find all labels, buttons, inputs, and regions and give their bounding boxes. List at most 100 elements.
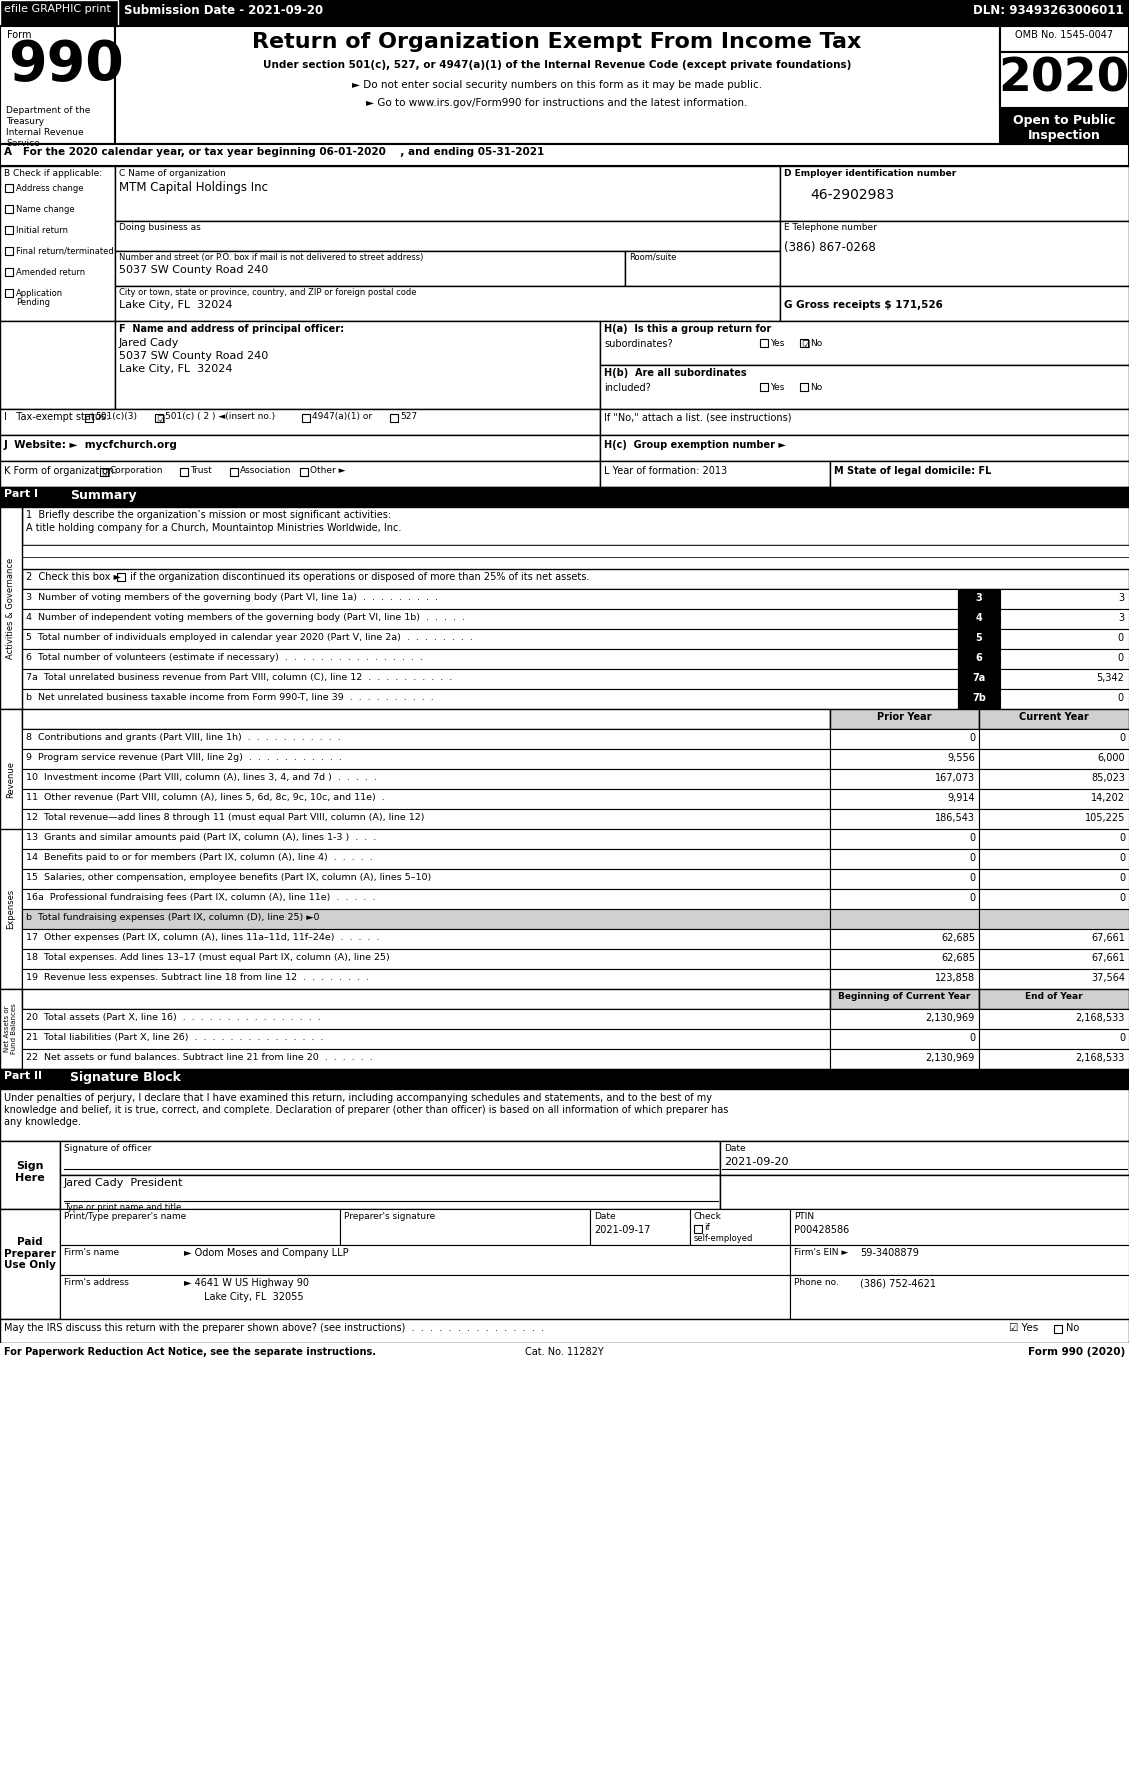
Bar: [340, 1209, 590, 1245]
Bar: [830, 949, 979, 969]
Text: 9,914: 9,914: [947, 793, 975, 802]
Text: 0: 0: [969, 833, 975, 844]
Text: Open to Public
Inspection: Open to Public Inspection: [1013, 115, 1115, 141]
Bar: [979, 1030, 1129, 1050]
Bar: [1000, 629, 1129, 648]
Bar: [21, 648, 959, 670]
Text: 105,225: 105,225: [1085, 813, 1124, 824]
Text: May the IRS discuss this return with the preparer shown above? (see instructions: May the IRS discuss this return with the…: [5, 1324, 544, 1333]
Text: 2,130,969: 2,130,969: [926, 1014, 975, 1023]
Text: 85,023: 85,023: [1091, 774, 1124, 783]
Text: OMB No. 1545-0047: OMB No. 1545-0047: [1015, 30, 1113, 39]
Bar: [979, 849, 1129, 869]
Text: 9,556: 9,556: [947, 752, 975, 763]
Bar: [1000, 648, 1129, 670]
Bar: [180, 467, 189, 476]
Text: 9  Program service revenue (Part VIII, line 2g)  .  .  .  .  .  .  .  .  .  .  .: 9 Program service revenue (Part VIII, li…: [26, 752, 342, 761]
Bar: [0, 1089, 1129, 1141]
Bar: [599, 365, 1129, 408]
Bar: [1000, 690, 1129, 709]
Bar: [0, 1343, 1129, 1365]
Text: 0: 0: [969, 1033, 975, 1042]
Text: Cat. No. 11282Y: Cat. No. 11282Y: [525, 1347, 603, 1358]
Text: C Name of organization: C Name of organization: [119, 168, 226, 177]
Bar: [590, 1209, 690, 1245]
Bar: [979, 989, 1129, 1008]
Bar: [830, 790, 979, 810]
Text: Firm's EIN ►: Firm's EIN ►: [794, 1248, 848, 1257]
Text: Part II: Part II: [5, 1071, 42, 1082]
Bar: [0, 408, 599, 435]
Text: Association: Association: [240, 466, 291, 475]
Bar: [5, 269, 14, 276]
Text: 0: 0: [1119, 1033, 1124, 1042]
Bar: [0, 1069, 1129, 1089]
Text: No: No: [1066, 1324, 1079, 1333]
Bar: [5, 247, 14, 254]
Bar: [21, 709, 830, 729]
Text: 2020: 2020: [998, 56, 1129, 100]
Bar: [60, 1209, 340, 1245]
Text: Initial return: Initial return: [16, 226, 68, 235]
Text: Net Assets or
Fund Balances: Net Assets or Fund Balances: [5, 1003, 18, 1055]
Text: Signature Block: Signature Block: [70, 1071, 181, 1084]
Bar: [830, 989, 979, 1008]
Text: (386) 752-4621: (386) 752-4621: [860, 1279, 936, 1288]
Text: Pending: Pending: [16, 297, 50, 306]
Text: ► Odom Moses and Company LLP: ► Odom Moses and Company LLP: [184, 1248, 349, 1257]
Text: b  Net unrelated business taxable income from Form 990-T, line 39  .  .  .  .  .: b Net unrelated business taxable income …: [26, 693, 434, 702]
Text: City or town, state or province, country, and ZIP or foreign postal code: City or town, state or province, country…: [119, 288, 417, 297]
Bar: [830, 1050, 979, 1069]
Text: 501(c)(3): 501(c)(3): [95, 412, 137, 421]
Bar: [830, 888, 979, 910]
Text: 1  Briefly describe the organization’s mission or most significant activities:: 1 Briefly describe the organization’s mi…: [26, 510, 391, 519]
Bar: [830, 969, 979, 989]
Bar: [790, 1245, 1129, 1275]
Bar: [21, 609, 959, 629]
Bar: [830, 729, 979, 749]
Bar: [0, 460, 599, 487]
Text: D Employer identification number: D Employer identification number: [784, 168, 956, 177]
Text: 7b: 7b: [972, 693, 986, 704]
Bar: [0, 143, 1129, 167]
Text: DLN: 93493263006011: DLN: 93493263006011: [973, 4, 1124, 16]
Text: Other ►: Other ►: [310, 466, 345, 475]
Bar: [1000, 52, 1129, 107]
Bar: [0, 1141, 60, 1209]
Text: 4  Number of independent voting members of the governing body (Part VI, line 1b): 4 Number of independent voting members o…: [26, 613, 465, 621]
Text: 2021-09-17: 2021-09-17: [594, 1225, 650, 1236]
Text: 2,168,533: 2,168,533: [1076, 1014, 1124, 1023]
Text: Summary: Summary: [70, 489, 137, 501]
Text: 6,000: 6,000: [1097, 752, 1124, 763]
Bar: [390, 414, 399, 423]
Bar: [830, 869, 979, 888]
Text: 11  Other revenue (Part VIII, column (A), lines 5, 6d, 8c, 9c, 10c, and 11e)  .: 11 Other revenue (Part VIII, column (A),…: [26, 793, 385, 802]
Text: if the organization discontinued its operations or disposed of more than 25% of : if the organization discontinued its ope…: [126, 571, 589, 582]
Bar: [830, 930, 979, 949]
Text: Firm's address: Firm's address: [64, 1279, 129, 1288]
Text: 3: 3: [1118, 593, 1124, 604]
Bar: [5, 184, 14, 192]
Text: End of Year: End of Year: [1025, 992, 1083, 1001]
Text: Phone no.: Phone no.: [794, 1279, 839, 1288]
Text: 4947(a)(1) or: 4947(a)(1) or: [312, 412, 373, 421]
Bar: [0, 167, 115, 321]
Text: Signature of officer: Signature of officer: [64, 1144, 151, 1153]
Bar: [0, 507, 21, 709]
Bar: [0, 829, 21, 989]
Text: Department of the: Department of the: [6, 106, 90, 115]
Bar: [979, 949, 1129, 969]
Bar: [979, 829, 1129, 849]
Text: Firm's name: Firm's name: [64, 1248, 120, 1257]
Bar: [21, 1050, 830, 1069]
Text: 59-3408879: 59-3408879: [860, 1248, 919, 1257]
Text: Prior Year: Prior Year: [877, 713, 931, 722]
Bar: [790, 1209, 1129, 1245]
Text: Type or print name and title: Type or print name and title: [64, 1204, 182, 1213]
Text: 5  Total number of individuals employed in calendar year 2020 (Part V, line 2a) : 5 Total number of individuals employed i…: [26, 632, 473, 641]
Text: ☑ Yes: ☑ Yes: [1009, 1324, 1039, 1333]
Text: Beginning of Current Year: Beginning of Current Year: [839, 992, 971, 1001]
Text: Date: Date: [594, 1213, 615, 1221]
Text: efile GRAPHIC print: efile GRAPHIC print: [5, 4, 111, 14]
Bar: [5, 288, 14, 297]
